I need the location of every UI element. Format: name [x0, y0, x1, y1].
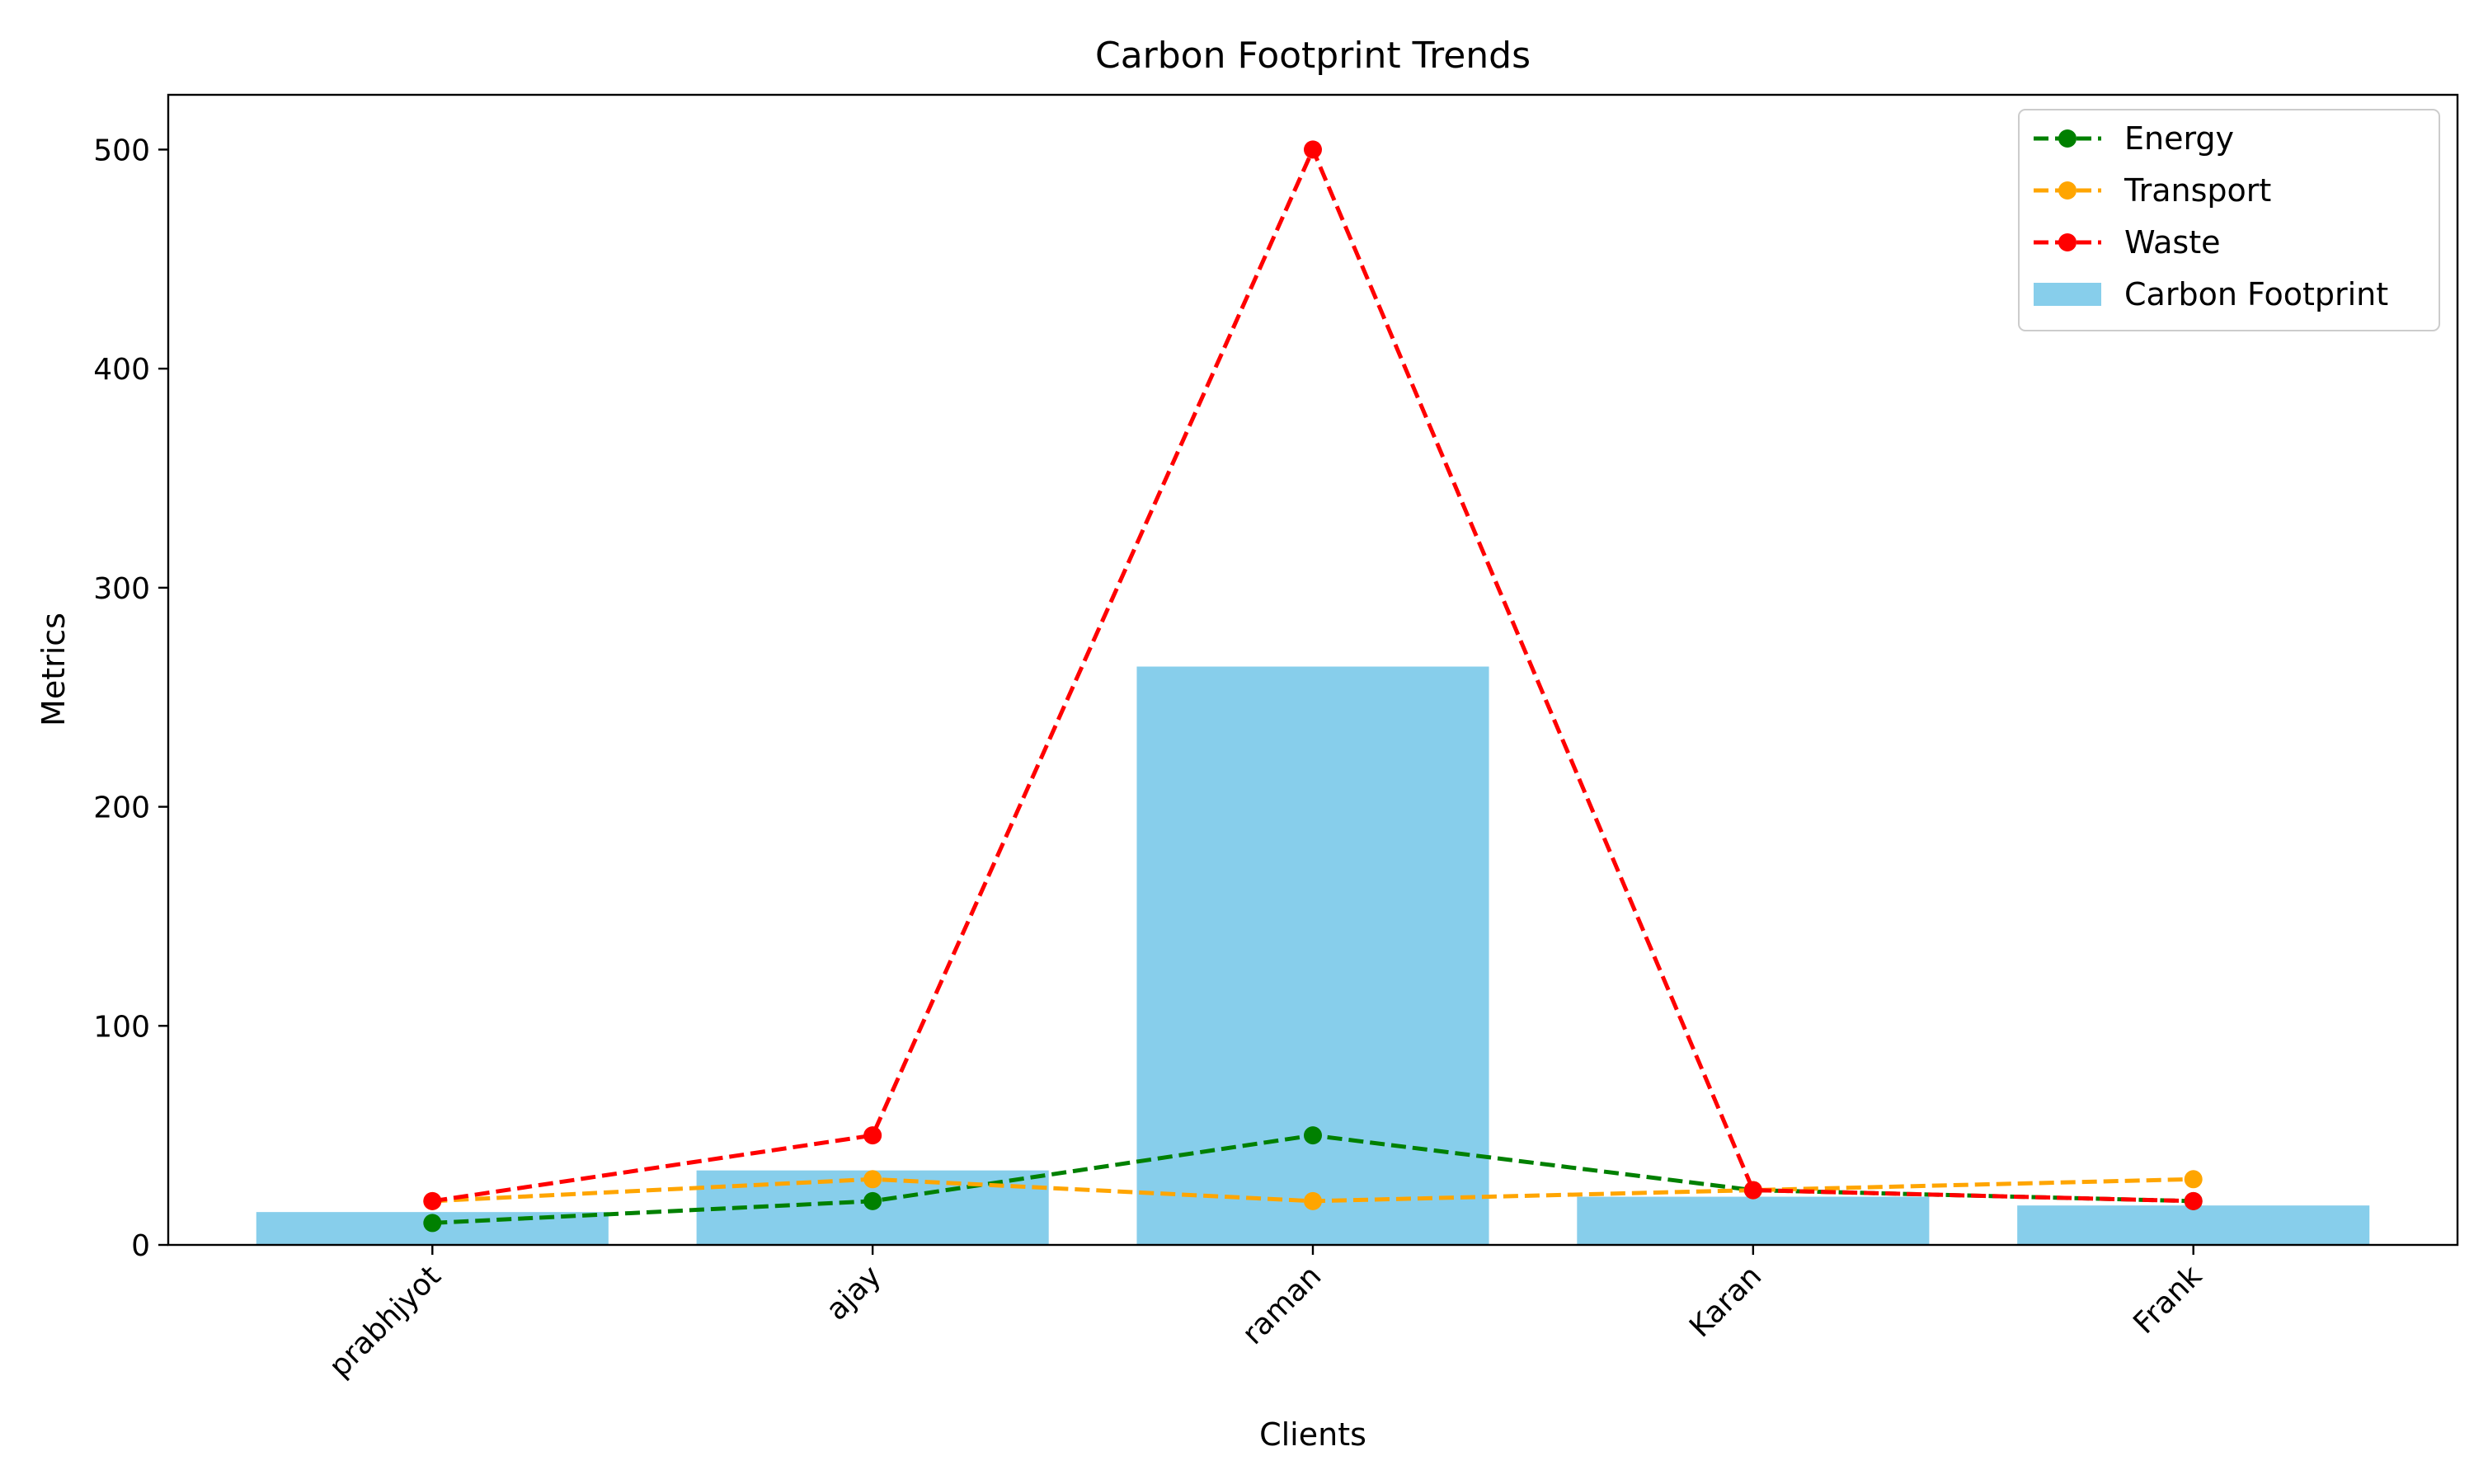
point-energy-prabhjyot	[423, 1214, 442, 1233]
legend-marker-transport	[2058, 181, 2077, 200]
plot-area	[167, 93, 2459, 1247]
y-tick-label: 200	[93, 791, 150, 825]
lines-layer	[423, 140, 2203, 1233]
x-tick-label-karan: Karan	[1683, 1259, 1768, 1344]
point-transport-raman	[1304, 1191, 1322, 1210]
legend-label-carbon-footprint: Carbon Footprint	[2124, 276, 2388, 312]
y-axis-label: Metrics	[35, 613, 72, 726]
x-tick-label-raman: raman	[1236, 1259, 1329, 1351]
legend: Energy Transport Waste Carbon Footprint	[2018, 109, 2440, 331]
point-waste-ajay	[863, 1126, 882, 1145]
legend-label-waste: Waste	[2124, 224, 2221, 261]
legend-swatch-carbon-footprint	[2034, 283, 2101, 306]
x-axis-label: Clients	[1259, 1416, 1366, 1453]
legend-marker-waste	[2058, 233, 2077, 251]
chart-title: Carbon Footprint Trends	[1095, 35, 1531, 77]
y-tick-label: 500	[93, 134, 150, 167]
point-waste-karan	[1743, 1181, 1762, 1200]
point-transport-frank	[2184, 1170, 2203, 1189]
x-tick-label-prabhjyot: prabhjyot	[322, 1259, 447, 1383]
x-axis: prabhjyot ajay raman Karan Frank	[322, 1245, 2208, 1384]
bars-layer	[256, 666, 2370, 1245]
x-tick-label-frank: Frank	[2127, 1259, 2208, 1341]
bar-raman	[1136, 666, 1489, 1245]
point-energy-ajay	[863, 1191, 882, 1210]
y-tick-label: 0	[131, 1229, 150, 1263]
y-axis: 0 100 200 300 400 500	[93, 134, 168, 1263]
y-tick-label: 400	[93, 353, 150, 387]
point-waste-frank	[2184, 1191, 2203, 1210]
bar-karan	[1577, 1196, 1930, 1245]
legend-box	[2018, 109, 2440, 331]
y-tick-label: 100	[93, 1010, 150, 1044]
legend-label-energy: Energy	[2124, 120, 2234, 157]
y-tick-label: 300	[93, 572, 150, 606]
point-transport-ajay	[863, 1170, 882, 1189]
bar-frank	[2017, 1205, 2370, 1245]
x-tick-label-ajay: ajay	[820, 1259, 887, 1327]
point-energy-raman	[1304, 1126, 1322, 1145]
point-waste-raman	[1304, 140, 1322, 159]
point-waste-prabhjyot	[423, 1191, 442, 1210]
legend-marker-energy	[2058, 129, 2077, 148]
legend-label-transport: Transport	[2124, 172, 2271, 209]
